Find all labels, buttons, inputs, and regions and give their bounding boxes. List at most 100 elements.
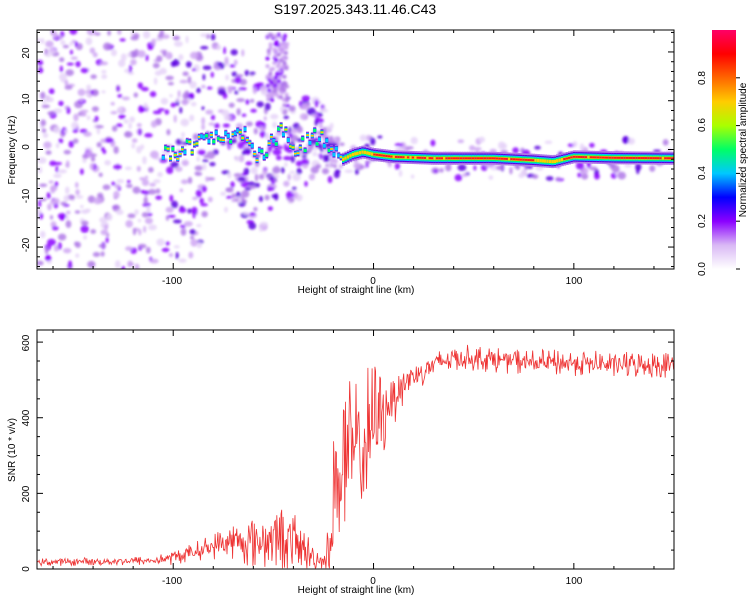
spectrogram-speckle: [180, 118, 190, 127]
spectrogram-peak-cell: [387, 155, 391, 158]
spectrogram-speckle: [50, 215, 54, 220]
spectrogram-speckle: [113, 190, 120, 199]
spectrogram-peak-cell: [440, 157, 444, 160]
spectrogram-speckle: [92, 52, 98, 58]
spectrogram-peak-cell: [431, 157, 435, 160]
spectrogram-speckle: [532, 174, 539, 179]
spectrogram-peak-cell: [654, 157, 658, 160]
spectrogram-speckle: [189, 51, 199, 60]
spectrogram-speckle: [315, 164, 322, 169]
spectrogram-ridge-cell: [176, 157, 180, 160]
spectrogram-speckle: [107, 30, 111, 36]
spectrogram-speckle: [100, 251, 105, 257]
spectrogram-speckle: [220, 191, 227, 196]
spectrogram-speckle: [110, 143, 115, 148]
spectrogram-speckle: [194, 171, 203, 177]
spectrogram-speckle: [73, 113, 79, 122]
spectrogram-speckle: [310, 113, 318, 117]
spectrogram-ridge-cell: [248, 142, 252, 145]
spectrogram-speckle: [365, 160, 371, 164]
spectrogram-speckle: [187, 208, 192, 214]
snr-xtick-label: 0: [370, 576, 376, 587]
spectrogram-speckle: [287, 173, 291, 181]
spectrogram-speckle: [175, 138, 183, 146]
spectrogram-ridge-cell: [214, 130, 218, 135]
spectrogram-plume-speckle: [269, 80, 274, 85]
spectrogram-peak-cell: [500, 157, 504, 160]
spectrogram-speckle: [202, 163, 207, 171]
spectrogram-speckle: [87, 260, 96, 268]
spectrogram-peak-cell: [640, 157, 644, 160]
spectrogram-speckle: [256, 82, 265, 87]
spectrogram-ridge-cell: [322, 143, 326, 148]
spectrogram-speckle: [370, 137, 376, 146]
spectrogram-speckle: [90, 90, 94, 95]
spectrogram-plume-speckle: [280, 64, 285, 69]
spectrogram-speckle: [319, 109, 329, 113]
spectrogram-speckle: [50, 186, 56, 194]
spectrogram-peak-cell: [666, 157, 670, 160]
spectrogram-peak-cell: [668, 157, 672, 160]
spectrogram-speckle: [229, 64, 236, 68]
spectrogram-speckle: [190, 235, 195, 240]
spectrogram-speckle: [128, 64, 133, 73]
spectrogram-peak-cell: [462, 157, 466, 160]
spectrogram-speckle: [50, 30, 55, 36]
spectrogram-speckle: [624, 163, 632, 168]
spectrogram-speckle: [278, 145, 283, 150]
spectrogram-ridge-cell: [308, 140, 312, 145]
spectrogram-peak-cell: [469, 157, 473, 160]
spectrogram-speckle: [62, 44, 69, 49]
spectrogram-ridge-cell: [332, 152, 336, 157]
spectrogram-plume-speckle: [277, 75, 282, 80]
chart-title: S197.2025.343.11.46.C43: [274, 1, 437, 17]
spectrogram-speckle: [190, 101, 197, 107]
spectrogram-speckle: [235, 191, 241, 198]
spectrogram-speckle: [244, 187, 252, 191]
spectrogram-peak-cell: [498, 157, 502, 160]
spectrogram-speckle: [454, 174, 463, 182]
spectrogram-speckle: [167, 81, 174, 86]
spectrogram-plume-speckle: [266, 48, 271, 53]
spectrogram-speckle: [65, 69, 74, 77]
spectrogram-speckle: [138, 105, 144, 113]
spectrogram-speckle: [116, 123, 123, 128]
spectrogram-peak-cell: [606, 156, 610, 159]
spectrogram-speckle: [130, 59, 137, 66]
spectrogram-speckle: [394, 143, 404, 147]
spectrogram-speckle: [66, 210, 71, 215]
spectrogram-peak-cell: [613, 156, 617, 159]
spectrogram-speckle: [394, 162, 401, 170]
spectrogram-speckle: [189, 229, 196, 235]
spectrogram-ridge-cell: [269, 135, 273, 138]
spectrogram-peak-cell: [375, 153, 379, 156]
spectrogram-speckle: [65, 220, 72, 228]
spectrogram-speckle: [200, 203, 208, 207]
spectrogram-speckle: [213, 61, 218, 67]
spectrogram-ridge-cell: [560, 158, 564, 162]
spectrogram-speckle: [66, 106, 71, 115]
spectrogram-ridge-cell: [349, 154, 353, 158]
spectrogram-speckle: [128, 122, 133, 130]
spectrogram-ridge-cell: [219, 138, 223, 141]
spectrogram-speckle: [359, 134, 367, 142]
spectrogram-speckle: [48, 88, 55, 95]
spectrogram-ridge-cell: [409, 155, 413, 160]
spectrogram-speckle: [333, 164, 337, 169]
spectrogram-peak-cell: [479, 157, 483, 160]
spectrogram-speckle: [289, 170, 296, 174]
spectrogram-speckle: [344, 169, 354, 174]
spectrogram-speckle: [159, 30, 165, 37]
spectrogram-speckle: [57, 212, 67, 220]
spectrogram-speckle: [131, 138, 138, 143]
spectrogram-ridge-cell: [183, 150, 187, 155]
spectrogram-ridge-cell: [339, 156, 343, 158]
spectrogram-ridge-cell: [262, 155, 266, 160]
spectrogram-ridge-cell: [238, 131, 242, 134]
spectrogram-speckle: [77, 88, 86, 97]
spectrogram-ridge-cell: [318, 137, 322, 142]
spectrogram-speckle: [327, 175, 333, 184]
spectrogram-speckle: [83, 235, 87, 240]
spectrogram-peak-cell: [608, 156, 612, 159]
spectrogram-speckle: [187, 75, 192, 84]
